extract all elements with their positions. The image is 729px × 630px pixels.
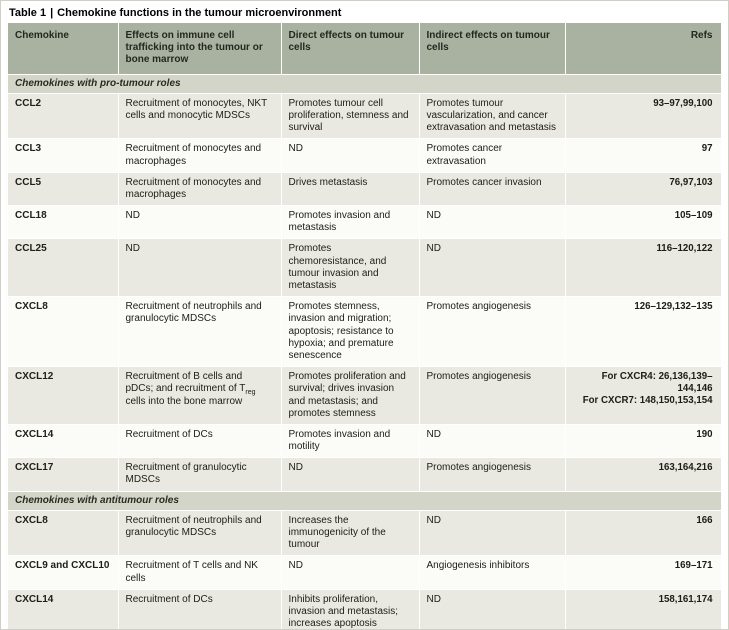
indirect-effects-cell: ND	[419, 424, 566, 459]
table-row: CXCL12 Recruitment of B cells and pDCs; a…	[8, 366, 722, 425]
col-header-trafficking: Effects on immune cell trafficking into …	[118, 23, 282, 75]
table-row: CCL2 Recruitment of monocytes, NKT cells …	[8, 93, 722, 140]
indirect-effects-cell: ND	[419, 205, 566, 240]
table-row: CXCL14 Recruitment of DCs Inhibits prolife…	[8, 589, 722, 629]
table-row: CXCL17 Recruitment of granulocytic MDSCs N…	[8, 457, 722, 492]
direct-effects-cell: Drives metastasis	[281, 172, 420, 207]
indirect-effects-cell: Promotes cancer invasion	[419, 172, 566, 207]
refs-cell: 93–97,99,100	[565, 93, 722, 140]
chemokine-cell: CCL2	[8, 93, 119, 140]
indirect-effects-cell: ND	[419, 238, 566, 298]
section-header-row: Chemokines with antitumour roles	[8, 491, 722, 511]
direct-effects-cell: Promotes tumour cell proliferation, stem…	[281, 93, 420, 140]
col-header-refs: Refs	[565, 23, 722, 75]
table-caption: Table 1 | Chemokine functions in the tumou…	[8, 4, 721, 23]
trafficking-cell: Recruitment of DCs	[118, 424, 282, 459]
table-number: Table 1	[9, 7, 47, 19]
direct-effects-cell: Increases the immunogenicity of the tumo…	[281, 510, 420, 557]
chemokine-cell: CXCL9 and CXCL10	[8, 555, 119, 590]
direct-effects-cell: Promotes chemoresistance, and tumour inv…	[281, 238, 420, 298]
chemokine-cell: CXCL8	[8, 510, 119, 557]
section-header-row: Chemokines with pro-tumour roles	[8, 74, 722, 94]
chemokine-cell: CCL3	[8, 138, 119, 173]
refs-cell: 169–171	[565, 555, 722, 590]
table-row: CCL3 Recruitment of monocytes and macroph…	[8, 138, 722, 173]
refs-cell: 190	[565, 424, 722, 459]
header-row: Chemokine Effects on immune cell traffic…	[8, 23, 722, 75]
section-header-label: Chemokines with pro-tumour roles	[8, 74, 722, 94]
indirect-effects-cell: ND	[419, 510, 566, 557]
direct-effects-cell: ND	[281, 138, 420, 173]
table-row: CCL25 ND Promotes chemoresistance, and tum…	[8, 238, 722, 298]
direct-effects-cell: ND	[281, 555, 420, 590]
chemokine-cell: CCL18	[8, 205, 119, 240]
indirect-effects-cell: Promotes angiogenesis	[419, 457, 566, 492]
trafficking-cell: Recruitment of T cells and NK cells	[118, 555, 282, 590]
refs-cell: 116–120,122	[565, 238, 722, 298]
refs-cell: For CXCR4: 26,136,139–144,146 For CXCR7:…	[565, 366, 722, 425]
chemokine-cell: CXCL8	[8, 296, 119, 368]
chemokine-table: Chemokine Effects on immune cell traffic…	[8, 23, 722, 629]
col-header-direct-effects: Direct effects on tumour cells	[281, 23, 420, 75]
refs-cell: 158,161,174	[565, 589, 722, 629]
trafficking-cell: Recruitment of B cells and pDCs; and rec…	[118, 366, 282, 425]
section-header-label: Chemokines with antitumour roles	[8, 491, 722, 511]
refs-cell: 163,164,216	[565, 457, 722, 492]
direct-effects-cell: Promotes proliferation and survival; dri…	[281, 366, 420, 425]
table-row: CCL5 Recruitment of monocytes and macroph…	[8, 172, 722, 207]
direct-effects-cell: Inhibits proliferation, invasion and met…	[281, 589, 420, 629]
trafficking-cell: ND	[118, 238, 282, 298]
table-row: CXCL8 Recruitment of neutrophils and gran…	[8, 296, 722, 368]
direct-effects-cell: ND	[281, 457, 420, 492]
table-row: CXCL9 and CXCL10 Recruitment of T cells a…	[8, 555, 722, 590]
indirect-effects-cell: Promotes cancer extravasation	[419, 138, 566, 173]
table-body: Chemokines with pro-tumour roles CCL2 Recr…	[8, 74, 722, 629]
direct-effects-cell: Promotes stemness, invasion and migratio…	[281, 296, 420, 368]
table-row: CXCL8 Recruitment of neutrophils and gran…	[8, 510, 722, 557]
chemokine-cell: CCL5	[8, 172, 119, 207]
indirect-effects-cell: Promotes angiogenesis	[419, 296, 566, 368]
trafficking-cell: Recruitment of granulocytic MDSCs	[118, 457, 282, 492]
refs-cell: 105–109	[565, 205, 722, 240]
trafficking-cell: ND	[118, 205, 282, 240]
direct-effects-cell: Promotes invasion and metastasis	[281, 205, 420, 240]
indirect-effects-cell: Promotes angiogenesis	[419, 366, 566, 425]
page-title: Chemokine functions in the tumour microe…	[57, 7, 342, 19]
refs-cell: 126–129,132–135	[565, 296, 722, 368]
indirect-effects-cell: ND	[419, 589, 566, 629]
table-row: CCL18 ND Promotes invasion and metastasis N…	[8, 205, 722, 240]
chemokine-cell: CCL25	[8, 238, 119, 298]
refs-cell: 166	[565, 510, 722, 557]
trafficking-cell: Recruitment of neutrophils and granulocy…	[118, 296, 282, 368]
chemokine-cell: CXCL14	[8, 589, 119, 629]
trafficking-cell: Recruitment of monocytes and macrophages	[118, 138, 282, 173]
trafficking-cell: Recruitment of DCs	[118, 589, 282, 629]
refs-cell: 76,97,103	[565, 172, 722, 207]
chemokine-cell: CXCL14	[8, 424, 119, 459]
caption-separator: |	[50, 7, 54, 19]
indirect-effects-cell: Angiogenesis inhibitors	[419, 555, 566, 590]
trafficking-cell: Recruitment of monocytes, NKT cells and …	[118, 93, 282, 140]
indirect-effects-cell: Promotes tumour vascularization, and can…	[419, 93, 566, 140]
table-row: CXCL14 Recruitment of DCs Promotes invasio…	[8, 424, 722, 459]
col-header-chemokine: Chemokine	[8, 23, 119, 75]
col-header-indirect-effects: Indirect effects on tumour cells	[419, 23, 566, 75]
trafficking-cell: Recruitment of monocytes and macrophages	[118, 172, 282, 207]
chemokine-cell: CXCL17	[8, 457, 119, 492]
trafficking-cell: Recruitment of neutrophils and granulocy…	[118, 510, 282, 557]
refs-cell: 97	[565, 138, 722, 173]
chemokine-cell: CXCL12	[8, 366, 119, 425]
direct-effects-cell: Promotes invasion and motility	[281, 424, 420, 459]
